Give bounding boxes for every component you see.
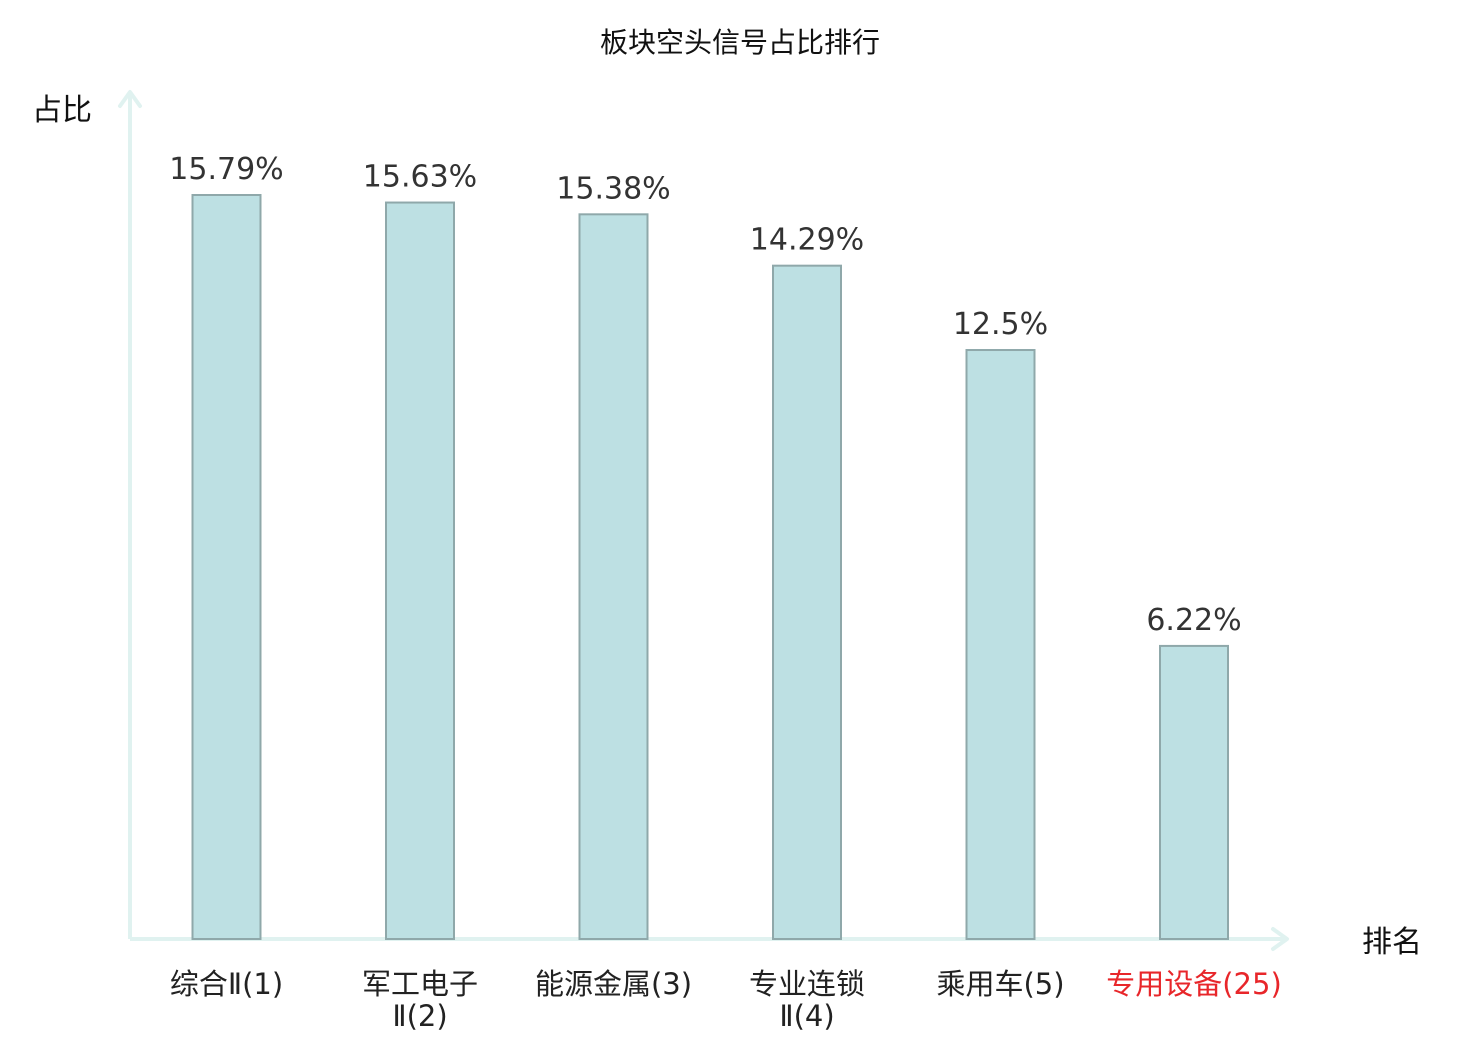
bar-6 [1159, 644, 1229, 940]
category-label-5: 乘用车(5) [936, 967, 1064, 1001]
value-label-1: 15.79% [169, 152, 283, 187]
y-axis-arrow [118, 90, 142, 108]
category-label-2-line-1: 军工电子 [362, 967, 478, 1001]
bar-3 [578, 213, 649, 941]
y-axis-label: 占比 [32, 93, 92, 128]
value-label-6: 6.22% [1146, 603, 1241, 638]
x-axis-arrow [1271, 927, 1289, 951]
bar-4 [772, 264, 842, 940]
value-label-5: 12.5% [953, 307, 1048, 342]
axes [118, 90, 1289, 951]
bar-5 [965, 349, 1036, 940]
category-label-4-line-2: Ⅱ(4) [779, 999, 834, 1033]
bars-group [191, 194, 1229, 941]
value-label-3: 15.38% [556, 171, 670, 206]
value-label-4: 14.29% [750, 223, 864, 258]
bar-1 [191, 194, 262, 940]
x-axis-label: 排名 [1362, 925, 1422, 960]
value-labels-group: 15.79% 15.63% 15.38% 14.29% 12.5% 6.22% [169, 152, 1241, 638]
chart-title: 板块空头信号占比排行 [600, 26, 880, 59]
category-label-3: 能源金属(3) [535, 967, 692, 1001]
category-label-4-line-1: 专业连锁 [749, 967, 865, 1001]
category-label-1: 综合Ⅱ(1) [170, 967, 283, 1001]
bar-2 [385, 201, 455, 941]
category-label-2-line-2: Ⅱ(2) [392, 999, 447, 1033]
category-label-6: 专用设备(25) [1106, 967, 1282, 1001]
value-label-2: 15.63% [363, 160, 477, 195]
